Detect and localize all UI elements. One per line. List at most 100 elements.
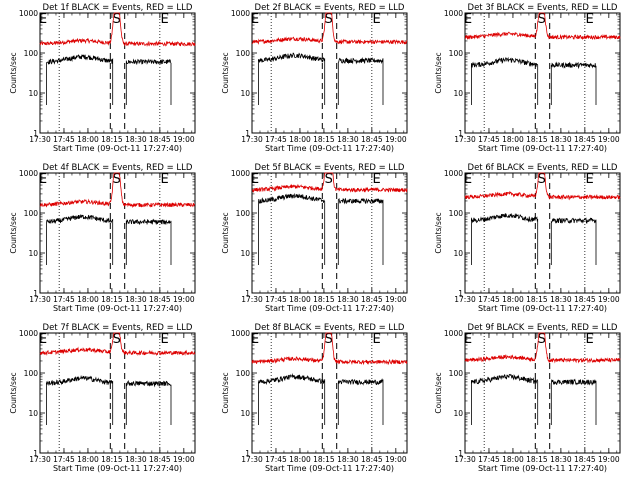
events-series-line <box>550 378 597 425</box>
x-tick-label: 18:00 <box>502 455 524 464</box>
y-tick-label: 10 <box>28 89 38 98</box>
plot-frame <box>39 172 196 294</box>
x-tick-label: 17:45 <box>53 455 75 464</box>
plot-frame <box>251 12 408 134</box>
y-axis-label: Counts/sec <box>9 212 18 253</box>
y-tick-label: 1 <box>33 129 38 138</box>
panel-det-1: Det 1f BLACK = Events, RED = LLD 1 10 100 10… <box>9 3 196 153</box>
y-tick-label: 1 <box>245 289 250 298</box>
y-tick-label: 1 <box>245 449 250 458</box>
lld-series-line <box>39 332 196 357</box>
y-axis-label: Counts/sec <box>221 372 230 413</box>
y-axis-label: Counts/sec <box>221 212 230 253</box>
y-tick-label: 1 <box>458 289 463 298</box>
x-tick-label: 19:00 <box>598 135 620 144</box>
x-tick-label: 17:45 <box>265 295 287 304</box>
y-tick-label: 10 <box>240 249 250 258</box>
y-tick-label: 1000 <box>444 9 463 18</box>
panel-det-8: Det 8f BLACK = Events, RED = LLD 1 10 100 10… <box>221 323 408 473</box>
marker-label-start-e: E <box>39 12 47 27</box>
marker-label-start-e: E <box>464 172 472 187</box>
x-tick-label: 18:15 <box>101 455 123 464</box>
y-tick-label: 100 <box>236 49 251 58</box>
lld-series-line <box>39 12 196 47</box>
marker-label-start-e: E <box>39 172 47 187</box>
lld-series-line <box>251 332 408 366</box>
panel-det-2: Det 2f BLACK = Events, RED = LLD 1 10 100 10… <box>221 3 408 153</box>
marker-label-mid-s: S <box>538 332 546 347</box>
events-series-line <box>258 373 326 425</box>
x-axis-label: Start Time (09-Oct-11 17:27:40) <box>53 144 182 153</box>
y-tick-label: 100 <box>24 209 39 218</box>
panel-title: Det 5f BLACK = Events, RED = LLD <box>255 163 405 173</box>
x-tick-label: 18:30 <box>337 455 359 464</box>
x-tick-label: 18:15 <box>526 295 548 304</box>
y-tick-label: 1000 <box>19 169 38 178</box>
marker-label-start-e: E <box>464 332 472 347</box>
y-tick-label: 1000 <box>444 169 463 178</box>
x-tick-label: 17:30 <box>241 455 263 464</box>
x-axis-label: Start Time (09-Oct-11 17:27:40) <box>53 304 182 313</box>
y-axis-label: Counts/sec <box>9 52 18 93</box>
events-series-line <box>337 197 384 265</box>
x-tick-label: 18:00 <box>77 455 99 464</box>
y-axis-label: Counts/sec <box>434 212 443 253</box>
y-tick-label: 100 <box>449 369 464 378</box>
x-tick-label: 17:45 <box>478 295 500 304</box>
x-tick-label: 18:00 <box>289 135 311 144</box>
x-tick-label: 18:00 <box>77 135 99 144</box>
x-tick-label: 18:15 <box>526 135 548 144</box>
y-tick-label: 1 <box>245 129 250 138</box>
marker-label-end-e: E <box>373 332 381 347</box>
plot-frame <box>464 332 621 454</box>
events-series-line <box>125 58 172 105</box>
x-tick-label: 18:15 <box>313 135 335 144</box>
x-tick-label: 19:00 <box>385 455 407 464</box>
marker-label-end-e: E <box>161 172 169 187</box>
y-tick-label: 1000 <box>19 329 38 338</box>
lld-series-line <box>464 332 621 364</box>
y-tick-label: 10 <box>453 409 463 418</box>
x-tick-label: 18:30 <box>125 455 147 464</box>
y-tick-label: 10 <box>28 409 38 418</box>
y-tick-label: 100 <box>449 49 464 58</box>
panel-title: Det 4f BLACK = Events, RED = LLD <box>43 163 193 173</box>
marker-label-mid-s: S <box>538 172 546 187</box>
marker-label-mid-s: S <box>325 12 333 27</box>
x-tick-label: 18:45 <box>574 135 596 144</box>
marker-label-mid-s: S <box>325 332 333 347</box>
x-tick-label: 17:45 <box>53 295 75 304</box>
x-tick-label: 18:00 <box>77 295 99 304</box>
events-series-line <box>258 192 326 265</box>
panel-title: Det 8f BLACK = Events, RED = LLD <box>255 323 405 333</box>
y-tick-label: 10 <box>28 249 38 258</box>
y-tick-label: 10 <box>453 249 463 258</box>
panel-det-9: Det 9f BLACK = Events, RED = LLD 1 10 100 10… <box>434 323 621 473</box>
x-tick-label: 18:45 <box>149 455 171 464</box>
panel-title: Det 3f BLACK = Events, RED = LLD <box>468 3 618 13</box>
x-tick-label: 18:00 <box>289 455 311 464</box>
panel-title: Det 7f BLACK = Events, RED = LLD <box>43 323 193 333</box>
y-tick-label: 1 <box>33 289 38 298</box>
x-tick-label: 18:15 <box>526 455 548 464</box>
plot-frame <box>39 12 196 134</box>
x-tick-label: 17:30 <box>29 135 51 144</box>
y-tick-label: 100 <box>236 369 251 378</box>
y-tick-label: 1000 <box>231 9 250 18</box>
x-tick-label: 18:30 <box>125 135 147 144</box>
plot-frame <box>464 172 621 294</box>
x-tick-label: 18:30 <box>337 135 359 144</box>
x-axis-label: Start Time (09-Oct-11 17:27:40) <box>478 304 607 313</box>
x-axis-label: Start Time (09-Oct-11 17:27:40) <box>53 464 182 473</box>
x-tick-label: 19:00 <box>173 455 195 464</box>
x-tick-label: 18:30 <box>337 295 359 304</box>
panel-det-5: Det 5f BLACK = Events, RED = LLD 1 10 100 10… <box>221 163 408 313</box>
x-tick-label: 18:30 <box>550 135 572 144</box>
x-axis-label: Start Time (09-Oct-11 17:27:40) <box>265 304 394 313</box>
x-tick-label: 17:45 <box>478 135 500 144</box>
y-tick-label: 1 <box>458 129 463 138</box>
y-tick-label: 10 <box>240 409 250 418</box>
panel-det-3: Det 3f BLACK = Events, RED = LLD 1 10 100 10… <box>434 3 621 153</box>
x-tick-label: 17:45 <box>53 135 75 144</box>
plot-frame <box>251 172 408 294</box>
